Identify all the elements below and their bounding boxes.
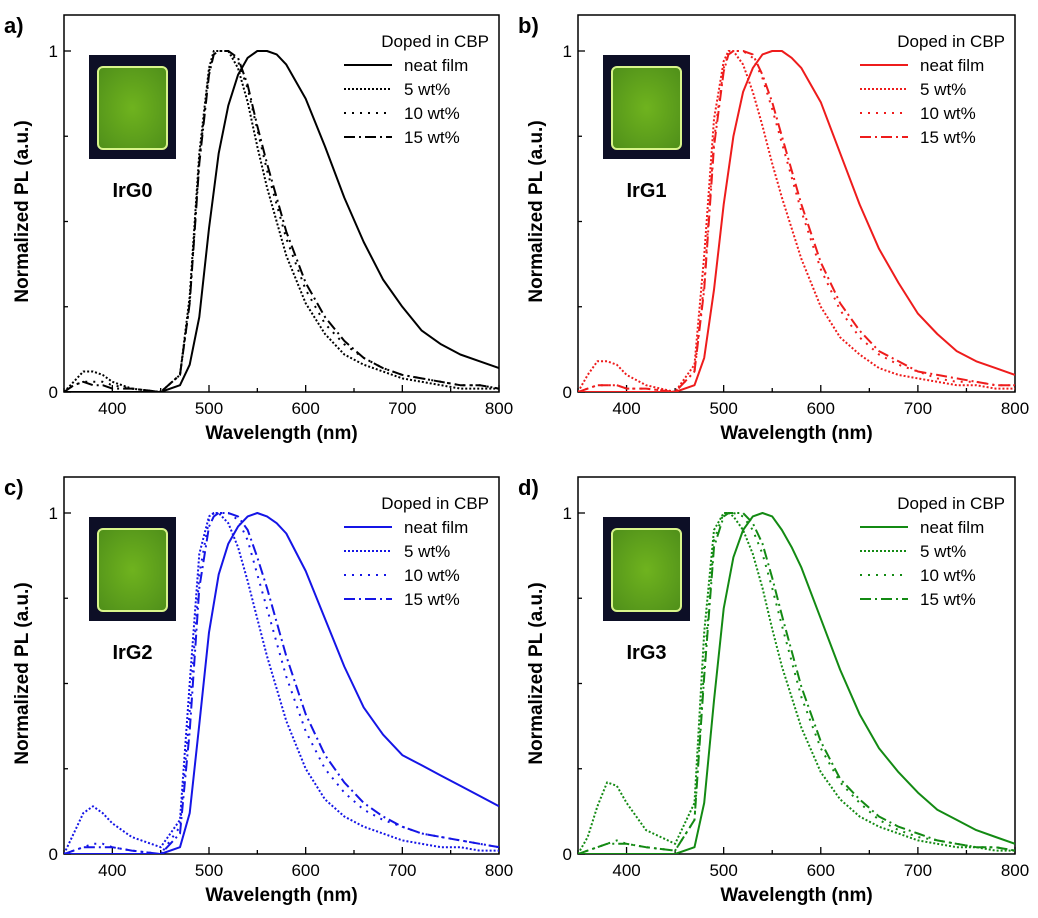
plot-frame xyxy=(577,476,1016,855)
series-line-15-wt- xyxy=(64,512,499,854)
legend: Doped in CBP neat film 5 wt% 10 wt% 15 wt% xyxy=(860,32,1005,147)
y-axis-title: Normalized PL (a.u.) xyxy=(12,120,33,302)
x-tick-label: 500 xyxy=(709,399,737,418)
y-tick-label: 0 xyxy=(49,845,58,864)
series-line-15-wt- xyxy=(578,512,1015,854)
series-line-neat-film xyxy=(64,50,499,392)
x-tick-label: 800 xyxy=(485,861,513,880)
compound-label: IrG1 xyxy=(626,180,666,202)
legend-entry: 10 wt% xyxy=(920,104,976,123)
legend-title: Doped in CBP xyxy=(897,32,1005,51)
x-tick-label: 700 xyxy=(904,861,932,880)
series-line-neat-film xyxy=(578,512,1015,854)
x-axis-title: Wavelength (nm) xyxy=(720,423,872,444)
y-tick-label: 0 xyxy=(563,383,572,402)
panel-letter: b) xyxy=(518,13,539,38)
panel-irg2: 400 500 600 700 800 0 1 Wavelength (nm) Normaliz… xyxy=(4,475,513,906)
legend-entry: neat film xyxy=(920,518,984,537)
y-tick-label: 1 xyxy=(563,504,572,523)
film-photo-inset xyxy=(89,517,176,621)
x-tick-label: 600 xyxy=(291,399,319,418)
legend-entry: neat film xyxy=(404,518,468,537)
x-tick-label: 700 xyxy=(388,861,416,880)
x-tick-label: 500 xyxy=(195,399,223,418)
legend: Doped in CBP neat film 5 wt% 10 wt% 15 wt% xyxy=(860,494,1005,609)
legend: Doped in CBP neat film 5 wt% 10 wt% 15 wt% xyxy=(344,32,489,147)
plot-frame xyxy=(63,14,500,393)
legend-entry: 15 wt% xyxy=(404,128,460,147)
x-tick-label: 500 xyxy=(709,861,737,880)
legend-entry: 10 wt% xyxy=(404,566,460,585)
legend-title: Doped in CBP xyxy=(381,494,489,513)
plot-frame xyxy=(63,476,500,855)
legend: Doped in CBP neat film 5 wt% 10 wt% 15 wt% xyxy=(344,494,489,609)
series-group xyxy=(64,512,499,854)
legend-title: Doped in CBP xyxy=(897,494,1005,513)
panel-irg0: 400 500 600 700 800 0 1 Wavelength (nm) Normaliz… xyxy=(4,13,513,444)
series-line-5-wt- xyxy=(578,512,1015,854)
compound-label: IrG0 xyxy=(112,180,152,202)
legend-entry: 15 wt% xyxy=(920,590,976,609)
x-tick-label: 800 xyxy=(1001,399,1029,418)
y-tick-label: 1 xyxy=(49,42,58,61)
series-line-5-wt- xyxy=(64,50,499,392)
x-tick-label: 400 xyxy=(98,399,126,418)
x-tick-label: 600 xyxy=(807,399,835,418)
series-line-neat-film xyxy=(578,50,1015,392)
x-tick-label: 400 xyxy=(98,861,126,880)
legend-entry: 10 wt% xyxy=(404,104,460,123)
x-tick-label: 800 xyxy=(1001,861,1029,880)
legend-entry: neat film xyxy=(404,56,468,75)
legend-entry: 5 wt% xyxy=(920,80,966,99)
series-group xyxy=(64,50,499,392)
legend-entry: 5 wt% xyxy=(404,542,450,561)
x-axis-title: Wavelength (nm) xyxy=(720,885,872,906)
y-axis-title: Normalized PL (a.u.) xyxy=(12,582,33,764)
panel-irg3: 400 500 600 700 800 0 1 Wavelength (nm) Normaliz… xyxy=(518,475,1029,906)
x-tick-label: 400 xyxy=(612,861,640,880)
y-axis-title: Normalized PL (a.u.) xyxy=(526,582,547,764)
compound-label: IrG3 xyxy=(626,642,666,664)
y-axis-title: Normalized PL (a.u.) xyxy=(526,120,547,302)
y-tick-label: 0 xyxy=(563,845,572,864)
y-tick-label: 1 xyxy=(49,504,58,523)
panel-irg1: 400 500 600 700 800 0 1 Wavelength (nm) Normaliz… xyxy=(518,13,1029,444)
film-photo-inset xyxy=(603,55,690,159)
film-photo-inset xyxy=(603,517,690,621)
y-tick-label: 1 xyxy=(563,42,572,61)
legend-entry: 5 wt% xyxy=(920,542,966,561)
x-tick-label: 600 xyxy=(291,861,319,880)
panel-letter: a) xyxy=(4,13,24,38)
compound-label: IrG2 xyxy=(112,642,152,664)
legend-entry: neat film xyxy=(920,56,984,75)
series-group xyxy=(578,50,1015,392)
y-tick-label: 0 xyxy=(49,383,58,402)
x-axis-title: Wavelength (nm) xyxy=(205,885,357,906)
x-tick-label: 500 xyxy=(195,861,223,880)
legend-entry: 15 wt% xyxy=(404,590,460,609)
x-tick-label: 600 xyxy=(807,861,835,880)
panel-letter: c) xyxy=(4,475,24,500)
panel-letter: d) xyxy=(518,475,539,500)
plot-frame xyxy=(577,14,1016,393)
legend-entry: 10 wt% xyxy=(920,566,976,585)
film-photo-inset xyxy=(89,55,176,159)
legend-title: Doped in CBP xyxy=(381,32,489,51)
series-group xyxy=(578,512,1015,854)
legend-entry: 5 wt% xyxy=(404,80,450,99)
x-tick-label: 700 xyxy=(904,399,932,418)
series-line-neat-film xyxy=(64,512,499,854)
series-line-15-wt- xyxy=(64,50,499,392)
x-tick-label: 700 xyxy=(388,399,416,418)
x-tick-label: 800 xyxy=(485,399,513,418)
legend-entry: 15 wt% xyxy=(920,128,976,147)
x-axis-title: Wavelength (nm) xyxy=(205,423,357,444)
x-tick-label: 400 xyxy=(612,399,640,418)
series-line-15-wt- xyxy=(578,50,1015,392)
